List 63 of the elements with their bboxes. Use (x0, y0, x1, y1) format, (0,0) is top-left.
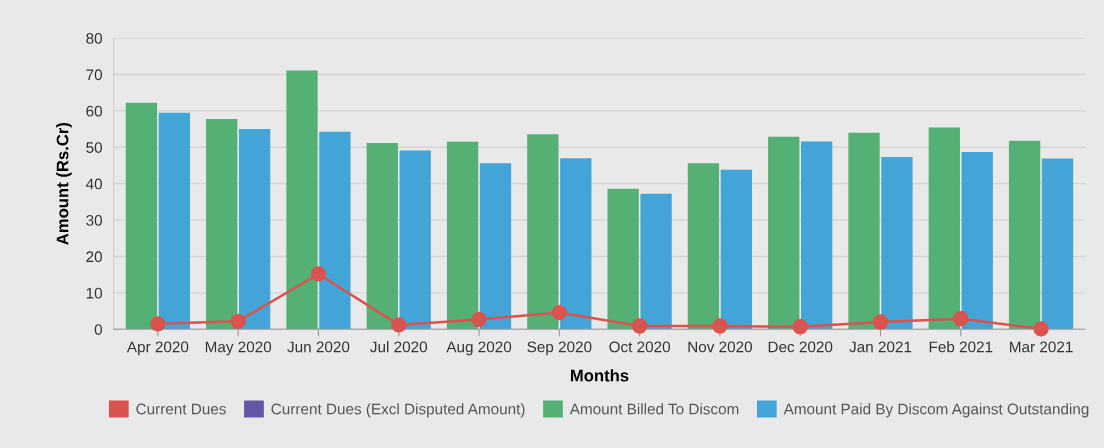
bar (125, 102, 158, 330)
point (150, 316, 166, 332)
bar (848, 132, 880, 330)
bar (1008, 140, 1041, 330)
y-tick-label: 10 (86, 287, 102, 299)
point (551, 304, 567, 321)
point (872, 314, 889, 330)
legend-label: Amount Paid By Discom Against Outstanding (783, 403, 1089, 418)
bar (720, 169, 753, 330)
x-axis-title: Months (570, 369, 629, 382)
point (230, 313, 246, 329)
bar (286, 70, 318, 330)
bar (881, 157, 913, 330)
legend-label: Amount Billed To Discom (569, 403, 739, 415)
x-tick-label: Aug 2020 (446, 341, 512, 356)
bar (527, 134, 559, 330)
bar (640, 193, 672, 330)
x-tick-label: May 2020 (205, 341, 272, 356)
y-tick-label: 70 (86, 69, 102, 81)
bar (206, 118, 238, 330)
x-tick-label: Jan 2021 (849, 341, 912, 353)
bar (399, 150, 431, 330)
point (792, 319, 808, 335)
bar (479, 163, 512, 330)
point (631, 318, 648, 334)
bar (928, 127, 960, 330)
x-tick-label: Apr 2020 (126, 341, 189, 356)
bar (801, 141, 833, 330)
bar (238, 129, 271, 330)
x-tick-label: Jun 2020 (287, 341, 350, 353)
legend-label: Current Dues (136, 403, 226, 415)
legend-label: Current Dues (Excl Disputed Amount) (271, 403, 525, 418)
point (471, 311, 487, 328)
bar (1041, 158, 1074, 330)
y-tick-label: 30 (86, 214, 102, 226)
point (391, 317, 407, 333)
bar (768, 136, 800, 330)
y-tick-label: 80 (86, 32, 102, 44)
bar (687, 163, 720, 330)
x-tick-label: Feb 2021 (929, 341, 993, 353)
point (712, 318, 728, 334)
point (953, 311, 969, 327)
bar (607, 188, 639, 330)
x-tick-label: Mar 2021 (1010, 341, 1073, 353)
point (310, 266, 327, 282)
bar (560, 158, 592, 330)
x-tick-label: Dec 2020 (768, 341, 833, 353)
x-tick-label: Nov 2020 (688, 341, 753, 353)
y-tick-label: 20 (86, 251, 102, 263)
x-tick-label: Sep 2020 (527, 341, 592, 356)
bar (319, 131, 351, 330)
bar (961, 152, 993, 330)
y-tick-label: 40 (85, 178, 102, 190)
bar (366, 142, 398, 330)
x-tick-label: Jul 2020 (370, 341, 428, 353)
bar (158, 112, 190, 330)
y-tick-label: 50 (86, 142, 102, 153)
y-tick-label: 60 (86, 105, 102, 117)
y-tick-label: 0 (94, 324, 102, 335)
y-axis-title: Amount (Rs.Cr) (56, 122, 72, 245)
point (1033, 321, 1049, 337)
x-tick-label: Oct 2020 (609, 341, 671, 353)
bar (446, 141, 479, 330)
